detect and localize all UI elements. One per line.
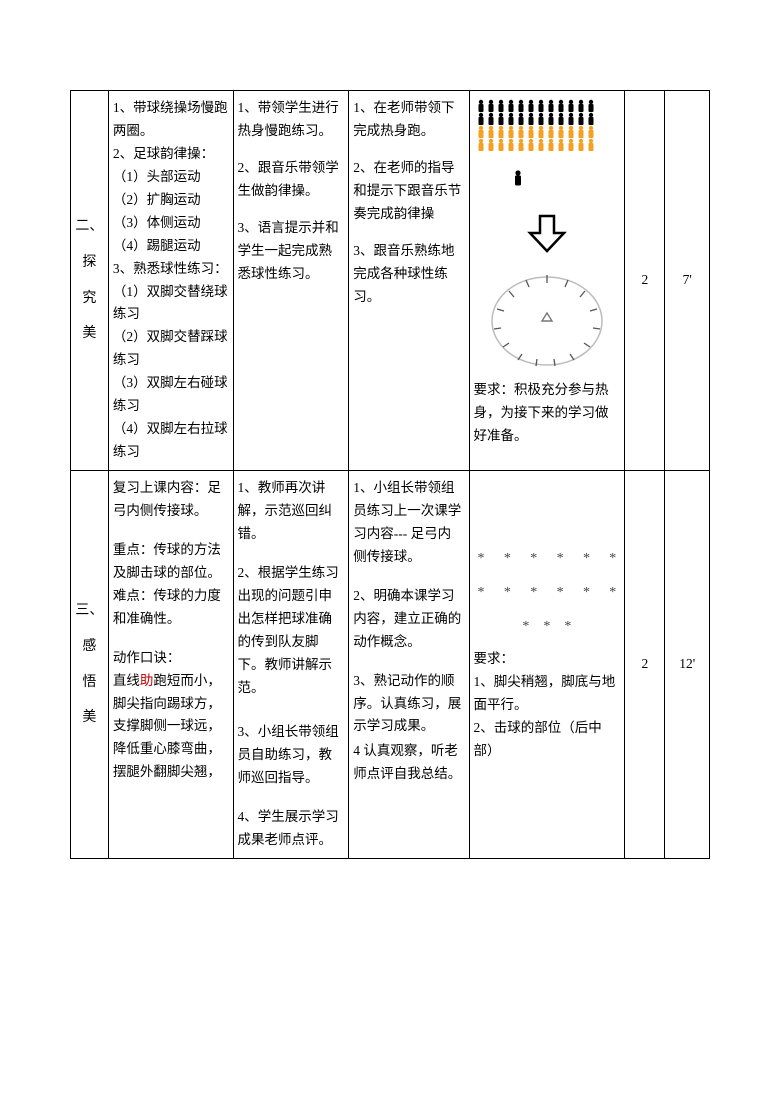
highlight-text: 助 (140, 673, 154, 688)
content-text: （1）双脚交替绕球练习 (113, 281, 229, 327)
circle-formation-icon (488, 271, 606, 371)
content-text: 跑短而小， (153, 673, 221, 688)
stage-char: 美 (82, 706, 96, 730)
content-text: 动作口诀： (113, 647, 229, 670)
content-text: 3、熟悉球性练习： (113, 258, 229, 281)
content-text: 重点：传球的方法及脚击球的部位。 (113, 539, 229, 585)
stage-char: 感 (82, 635, 96, 659)
intensity-cell: 2 (625, 91, 665, 471)
content-text: 1、小组长带领组员练习上一次课学习内容--- 足弓内侧传接球。 (353, 477, 464, 569)
teacher-activity-cell: 1、带领学生进行热身慢跑练习。 2、跟音乐带领学生做韵律操。 3、语言提示并和学… (233, 91, 349, 471)
intensity-value: 2 (642, 656, 649, 671)
stage-char: 美 (82, 322, 96, 346)
content-text: 3、语言提示并和学生一起完成熟悉球性练习。 (238, 217, 345, 286)
stage-title: 二、 (75, 215, 103, 239)
stage-char: 悟 (82, 671, 96, 695)
requirement-text: 1、脚尖稍翘，脚底与地面平行。 (474, 671, 621, 717)
organization-cell: ****** ****** *** 要求： 1、脚尖稍翘，脚底与地面平行。 2、… (469, 471, 625, 859)
content-text: 1、在老师带领下完成热身跑。 (353, 97, 464, 143)
organization-cell: 要求：积极充分参与热身，为接下来的学习做好准备。 (469, 91, 625, 471)
content-text: 4 认真观察，听老师点评自我总结。 (353, 740, 464, 786)
dots-formation-icon: ****** ****** *** (478, 547, 617, 638)
student-activity-cell: 1、在老师带领下完成热身跑。 2、在老师的指导和提示下跟音乐节奏完成韵律操 3、… (349, 91, 469, 471)
content-text: 直线 (113, 673, 140, 688)
content-text: 2、根据学生练习出现的问题引申出怎样把球准确的传到队友脚下。教师讲解示范。 (238, 562, 345, 700)
formation-diagram-rows (474, 97, 621, 197)
stage-cell-3: 三、 感 悟 美 (71, 471, 109, 859)
content-text: 3、跟音乐熟练地完成各种球性练习。 (353, 240, 464, 309)
content-text: 2、在老师的指导和提示下跟音乐节奏完成韵律操 (353, 157, 464, 226)
content-text: 4、学生展示学习成果老师点评。 (238, 806, 345, 852)
requirement-text: 要求：积极充分参与热身，为接下来的学习做好准备。 (474, 379, 621, 448)
stage-char: 究 (82, 287, 96, 311)
content-text: 2、明确本课学习内容，建立正确的动作概念。 (353, 585, 464, 654)
table-row: 三、 感 悟 美 复习上课内容：足弓内侧传接球。 重点：传球的方法及脚击球的部位… (71, 471, 710, 859)
content-text: （4）踢腿运动 (113, 235, 229, 258)
stage-char: 探 (82, 251, 96, 275)
content-text: 脚尖指向踢球方， (113, 693, 229, 716)
content-text: 复习上课内容：足弓内侧传接球。 (113, 477, 229, 523)
content-text: 难点：传球的力度和准确性。 (113, 585, 229, 631)
stage-cell-2: 二、 探 究 美 (71, 91, 109, 471)
intensity-cell: 2 (625, 471, 665, 859)
content-text: （3）体侧运动 (113, 212, 229, 235)
content-text: （1）头部运动 (113, 166, 229, 189)
content-text: （2）扩胸运动 (113, 189, 229, 212)
time-cell: 12' (665, 471, 710, 859)
lesson-plan-page: 二、 探 究 美 1、带球绕操场慢跑两圈。 2、足球韵律操： （1）头部运动 （… (0, 0, 780, 1103)
teaching-content-cell: 1、带球绕操场慢跑两圈。 2、足球韵律操： （1）头部运动 （2）扩胸运动 （3… (108, 91, 233, 471)
content-text: （2）双脚交替踩球练习 (113, 326, 229, 372)
content-text: 1、教师再次讲解，示范巡回纠错。 (238, 477, 345, 546)
table-row: 二、 探 究 美 1、带球绕操场慢跑两圈。 2、足球韵律操： （1）头部运动 （… (71, 91, 710, 471)
content-text: 1、带领学生进行热身慢跑练习。 (238, 97, 345, 143)
content-text: 支撑脚侧一球远， (113, 715, 229, 738)
content-text: 2、足球韵律操： (113, 143, 229, 166)
content-text: 2、跟音乐带领学生做韵律操。 (238, 157, 345, 203)
time-cell: 7' (665, 91, 710, 471)
requirement-title: 要求： (474, 648, 621, 671)
stage-title: 三、 (75, 599, 103, 623)
content-text: 3、小组长带领组员自助练习，教师巡回指导。 (238, 721, 345, 790)
content-text: 3、熟记动作的顺序。认真练习，展示学习成果。 (353, 670, 464, 739)
time-value: 12' (679, 656, 695, 671)
people-rows-icon (474, 97, 604, 161)
arrow-down-icon (522, 213, 572, 253)
time-value: 7' (683, 272, 692, 287)
lesson-plan-table: 二、 探 究 美 1、带球绕操场慢跑两圈。 2、足球韵律操： （1）头部运动 （… (70, 90, 710, 859)
intensity-value: 2 (642, 272, 649, 287)
content-text: 直线助跑短而小， (113, 670, 229, 693)
teaching-content-cell: 复习上课内容：足弓内侧传接球。 重点：传球的方法及脚击球的部位。 难点：传球的力… (108, 471, 233, 859)
student-activity-cell: 1、小组长带领组员练习上一次课学习内容--- 足弓内侧传接球。 2、明确本课学习… (349, 471, 469, 859)
content-text: 降低重心膝弯曲， (113, 738, 229, 761)
content-text: （4）双脚左右拉球练习 (113, 418, 229, 464)
teacher-activity-cell: 1、教师再次讲解，示范巡回纠错。 2、根据学生练习出现的问题引申出怎样把球准确的… (233, 471, 349, 859)
requirement-text: 2、击球的部位（后中部） (474, 717, 621, 763)
content-text: 摆腿外翻脚尖翘， (113, 761, 229, 784)
content-text: 1、带球绕操场慢跑两圈。 (113, 97, 229, 143)
teacher-figure-icon (474, 169, 604, 189)
content-text: （3）双脚左右碰球练习 (113, 372, 229, 418)
